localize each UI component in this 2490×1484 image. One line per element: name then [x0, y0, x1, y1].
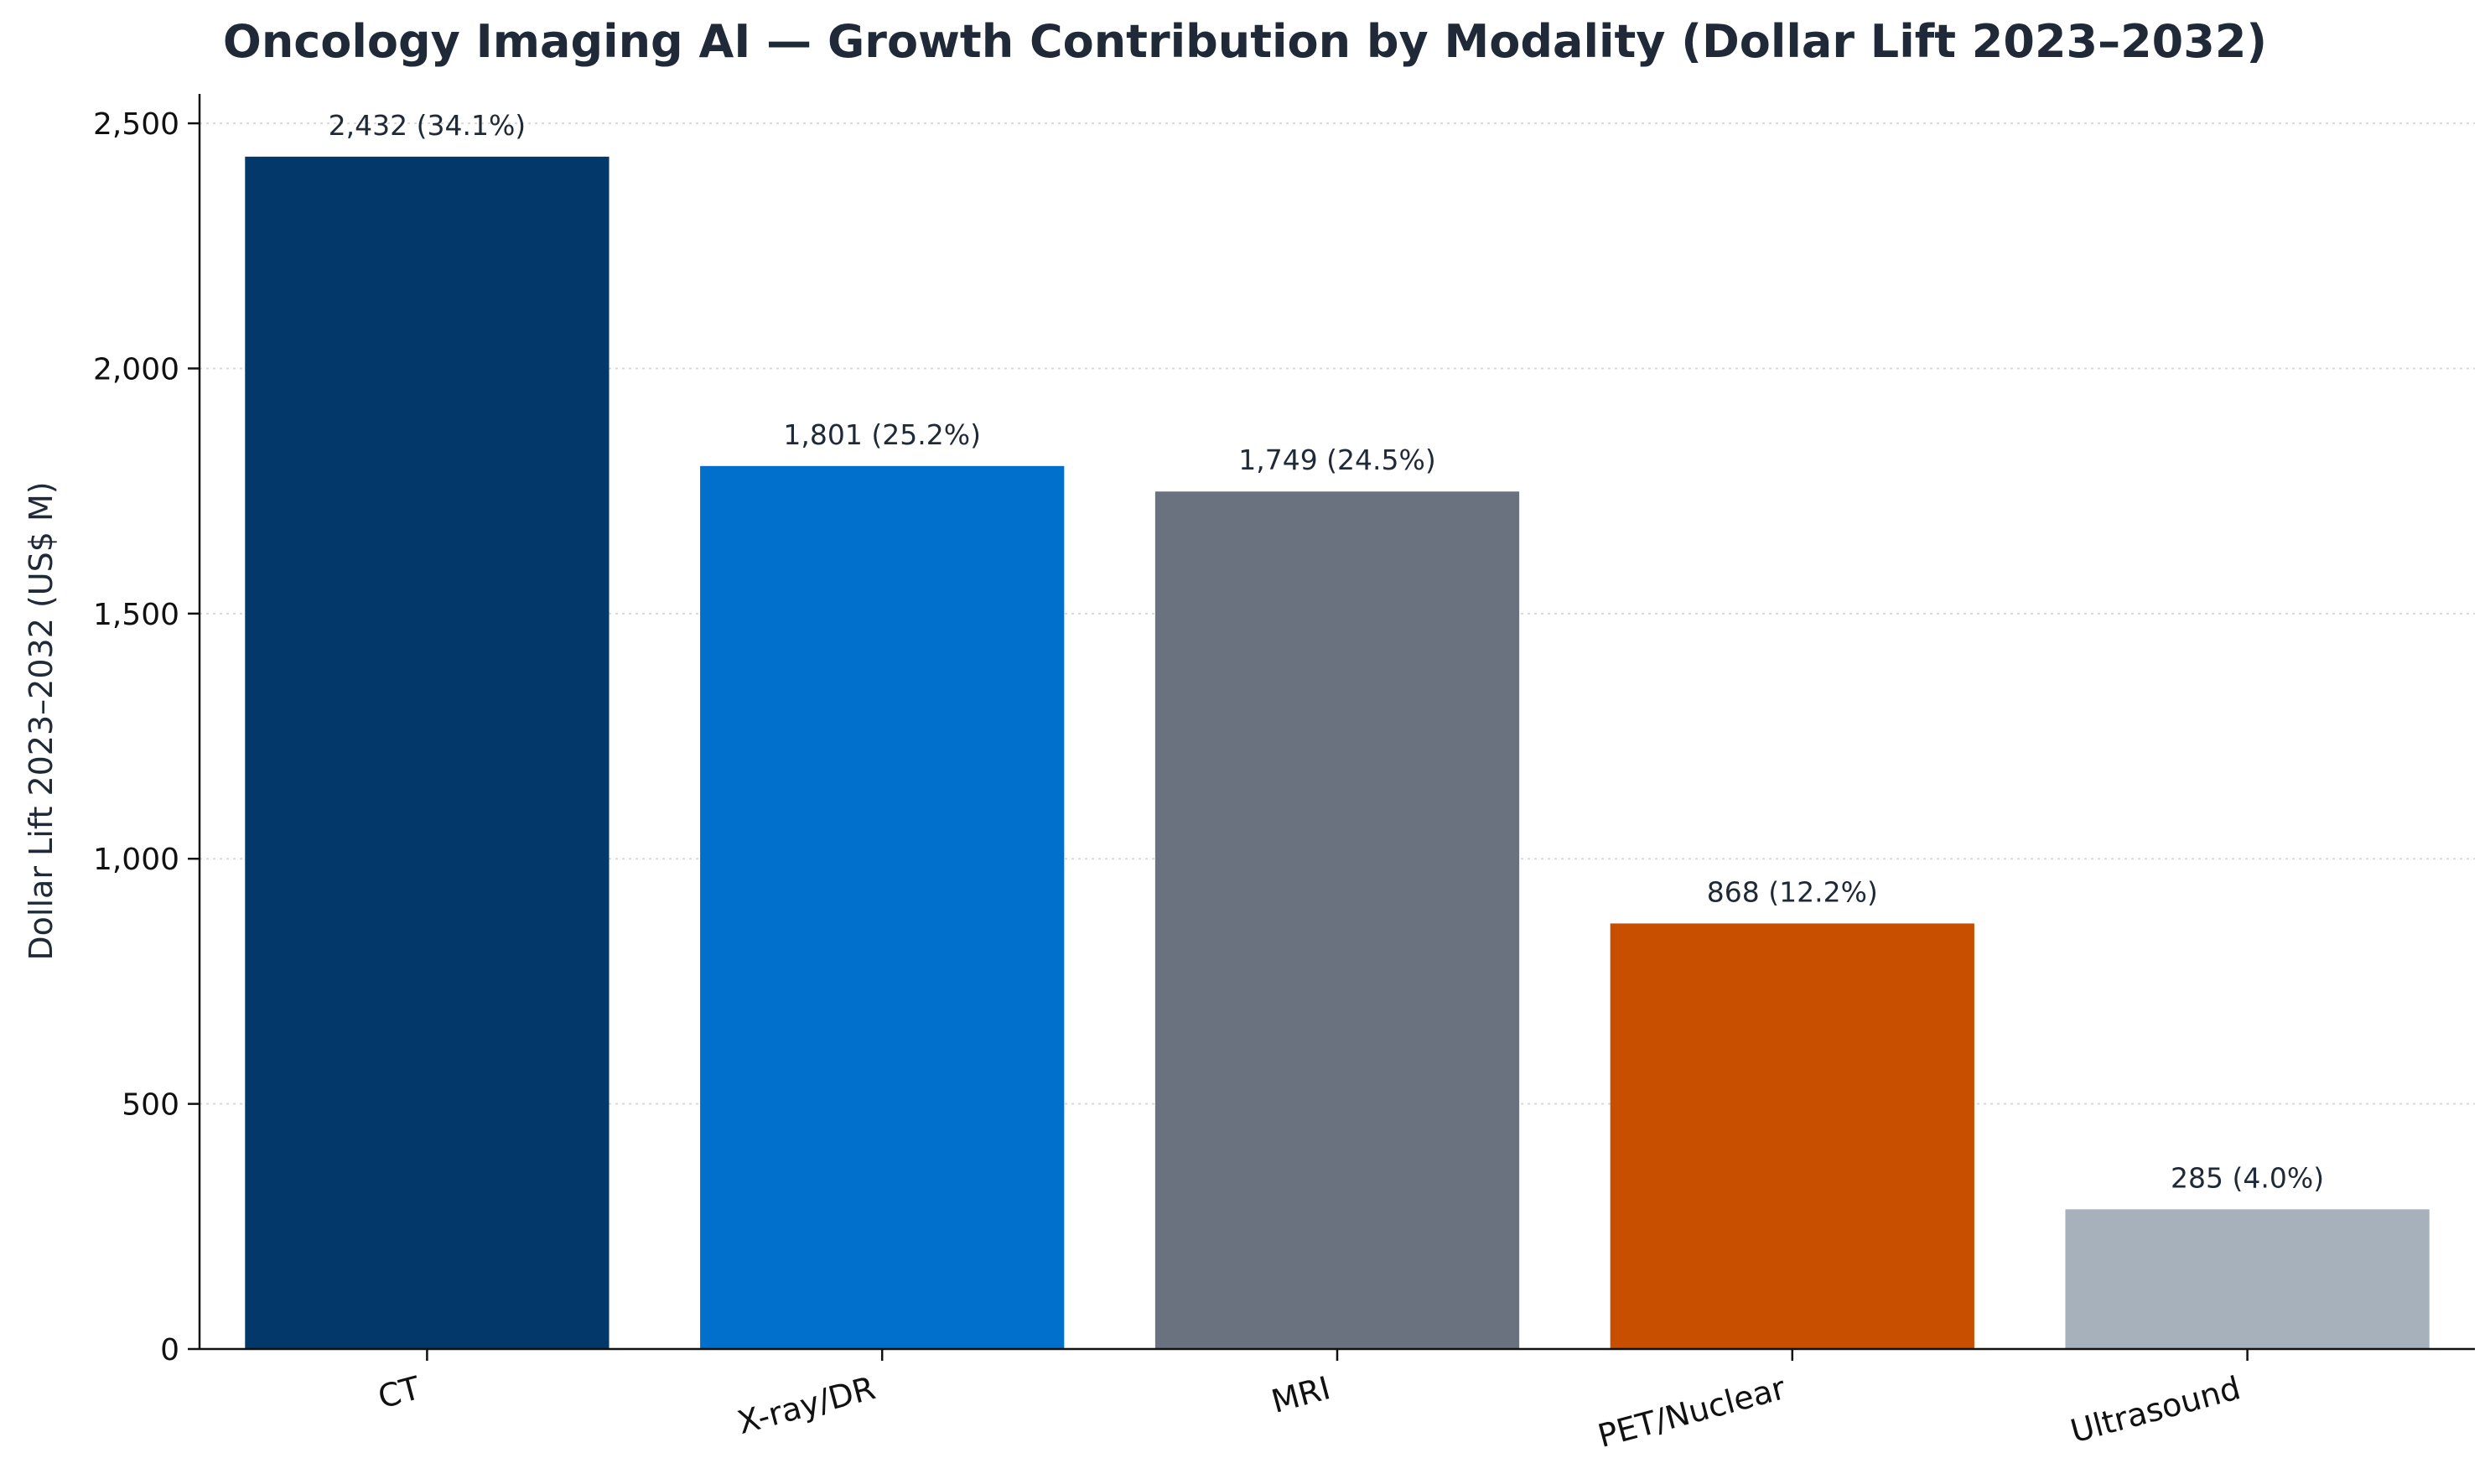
y-tick-label: 1,000	[93, 843, 179, 877]
y-tick-label: 0	[160, 1333, 179, 1367]
chart-title: Oncology Imaging AI — Growth Contributio…	[223, 15, 2267, 68]
bar-value-label: 285 (4.0%)	[2171, 1161, 2324, 1194]
y-tick-label: 2,000	[93, 352, 179, 387]
bar-value-label: 868 (12.2%)	[1707, 875, 1878, 908]
bar-x-ray-dr	[700, 465, 1065, 1349]
y-ticks: 0 500 1,000 1,500 2,000 2,500	[93, 107, 200, 1367]
x-tick-label: PET/Nuclear	[1594, 1369, 1789, 1455]
bar-mri	[1154, 491, 1520, 1349]
x-tick-label: X-ray/DR	[734, 1369, 879, 1441]
x-tick-label: MRI	[1268, 1369, 1334, 1420]
y-tick-label: 1,500	[93, 598, 179, 632]
bar-value-label: 1,749 (24.5%)	[1238, 444, 1436, 476]
y-tick-label: 2,500	[93, 107, 179, 142]
bar-ct	[245, 156, 610, 1350]
y-axis-label: Dollar Lift 2023–2032 (US$ M)	[23, 481, 60, 960]
bar-pet-nuclear	[1610, 923, 1974, 1349]
y-tick-label: 500	[122, 1088, 179, 1123]
x-tick-label: CT	[374, 1369, 424, 1416]
x-ticks: CT X-ray/DR MRI PET/Nuclear Ultrasound	[374, 1349, 2249, 1455]
bar-value-label: 2,432 (34.1%)	[329, 109, 527, 142]
x-tick-label: Ultrasound	[2067, 1369, 2244, 1450]
bar-ultrasound	[2065, 1209, 2430, 1349]
data-labels: 2,432 (34.1%) 1,801 (25.2%) 1,749 (24.5%) 8…	[329, 109, 2325, 1194]
bars	[245, 156, 2430, 1350]
bar-value-label: 1,801 (25.2%)	[783, 418, 981, 451]
